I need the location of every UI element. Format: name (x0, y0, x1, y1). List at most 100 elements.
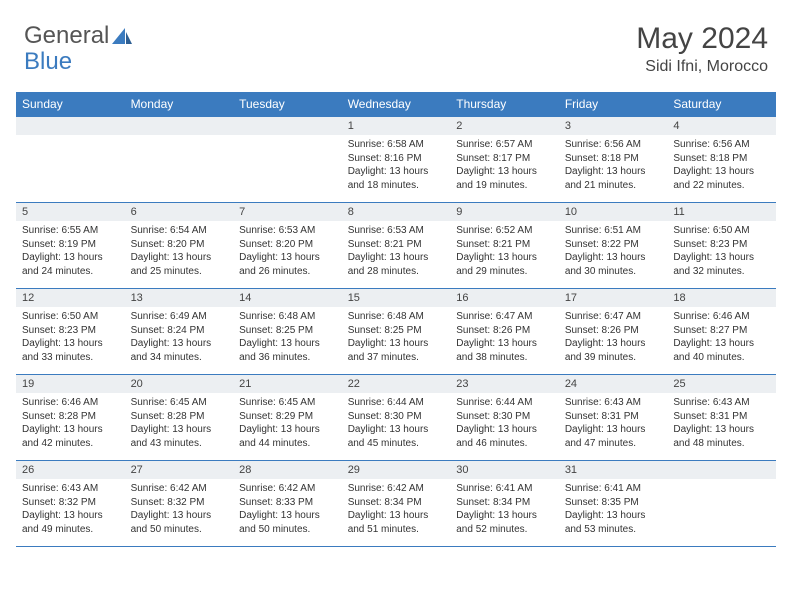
day-details: Sunrise: 6:52 AMSunset: 8:21 PMDaylight:… (450, 221, 559, 282)
header: General May 2024 Sidi Ifni, Morocco (0, 0, 792, 86)
day-details: Sunrise: 6:55 AMSunset: 8:19 PMDaylight:… (16, 221, 125, 282)
day-header: Monday (125, 92, 234, 117)
day-header: Wednesday (342, 92, 451, 117)
calendar-day-cell: 2Sunrise: 6:57 AMSunset: 8:17 PMDaylight… (450, 117, 559, 203)
calendar-day-cell (125, 117, 234, 203)
day-number: 6 (125, 203, 234, 221)
calendar-week-row: 5Sunrise: 6:55 AMSunset: 8:19 PMDaylight… (16, 203, 776, 289)
calendar-day-cell (667, 461, 776, 547)
day-details: Sunrise: 6:45 AMSunset: 8:28 PMDaylight:… (125, 393, 234, 454)
calendar-day-cell: 5Sunrise: 6:55 AMSunset: 8:19 PMDaylight… (16, 203, 125, 289)
day-details: Sunrise: 6:58 AMSunset: 8:16 PMDaylight:… (342, 135, 451, 196)
day-number: 18 (667, 289, 776, 307)
calendar-day-cell: 21Sunrise: 6:45 AMSunset: 8:29 PMDayligh… (233, 375, 342, 461)
day-header: Thursday (450, 92, 559, 117)
calendar-day-cell: 13Sunrise: 6:49 AMSunset: 8:24 PMDayligh… (125, 289, 234, 375)
calendar-day-cell: 22Sunrise: 6:44 AMSunset: 8:30 PMDayligh… (342, 375, 451, 461)
calendar-day-cell: 29Sunrise: 6:42 AMSunset: 8:34 PMDayligh… (342, 461, 451, 547)
logo-text-b: Blue (24, 48, 72, 76)
day-number: 25 (667, 375, 776, 393)
day-number (125, 117, 234, 135)
day-details: Sunrise: 6:41 AMSunset: 8:34 PMDaylight:… (450, 479, 559, 540)
calendar-day-cell: 24Sunrise: 6:43 AMSunset: 8:31 PMDayligh… (559, 375, 668, 461)
day-number: 30 (450, 461, 559, 479)
calendar-day-cell: 16Sunrise: 6:47 AMSunset: 8:26 PMDayligh… (450, 289, 559, 375)
calendar-day-cell: 11Sunrise: 6:50 AMSunset: 8:23 PMDayligh… (667, 203, 776, 289)
calendar-day-cell: 4Sunrise: 6:56 AMSunset: 8:18 PMDaylight… (667, 117, 776, 203)
day-details: Sunrise: 6:48 AMSunset: 8:25 PMDaylight:… (233, 307, 342, 368)
day-details: Sunrise: 6:43 AMSunset: 8:31 PMDaylight:… (559, 393, 668, 454)
day-details: Sunrise: 6:47 AMSunset: 8:26 PMDaylight:… (450, 307, 559, 368)
calendar-body: 1Sunrise: 6:58 AMSunset: 8:16 PMDaylight… (16, 117, 776, 547)
day-number: 24 (559, 375, 668, 393)
calendar-day-cell: 10Sunrise: 6:51 AMSunset: 8:22 PMDayligh… (559, 203, 668, 289)
day-details: Sunrise: 6:50 AMSunset: 8:23 PMDaylight:… (16, 307, 125, 368)
day-details: Sunrise: 6:46 AMSunset: 8:28 PMDaylight:… (16, 393, 125, 454)
calendar-day-cell: 26Sunrise: 6:43 AMSunset: 8:32 PMDayligh… (16, 461, 125, 547)
calendar-day-cell: 25Sunrise: 6:43 AMSunset: 8:31 PMDayligh… (667, 375, 776, 461)
calendar-week-row: 12Sunrise: 6:50 AMSunset: 8:23 PMDayligh… (16, 289, 776, 375)
day-number: 21 (233, 375, 342, 393)
calendar-day-cell: 6Sunrise: 6:54 AMSunset: 8:20 PMDaylight… (125, 203, 234, 289)
calendar-day-cell: 1Sunrise: 6:58 AMSunset: 8:16 PMDaylight… (342, 117, 451, 203)
calendar-day-cell: 9Sunrise: 6:52 AMSunset: 8:21 PMDaylight… (450, 203, 559, 289)
calendar-day-cell: 18Sunrise: 6:46 AMSunset: 8:27 PMDayligh… (667, 289, 776, 375)
day-number: 19 (16, 375, 125, 393)
calendar-day-cell (16, 117, 125, 203)
day-number: 10 (559, 203, 668, 221)
day-number: 4 (667, 117, 776, 135)
calendar-day-cell: 28Sunrise: 6:42 AMSunset: 8:33 PMDayligh… (233, 461, 342, 547)
day-number: 5 (16, 203, 125, 221)
calendar-day-cell: 27Sunrise: 6:42 AMSunset: 8:32 PMDayligh… (125, 461, 234, 547)
day-number: 20 (125, 375, 234, 393)
location-label: Sidi Ifni, Morocco (636, 58, 768, 76)
calendar-day-cell: 12Sunrise: 6:50 AMSunset: 8:23 PMDayligh… (16, 289, 125, 375)
day-number (233, 117, 342, 135)
day-number: 7 (233, 203, 342, 221)
day-number: 8 (342, 203, 451, 221)
calendar-day-cell: 20Sunrise: 6:45 AMSunset: 8:28 PMDayligh… (125, 375, 234, 461)
day-details: Sunrise: 6:46 AMSunset: 8:27 PMDaylight:… (667, 307, 776, 368)
calendar-day-cell: 30Sunrise: 6:41 AMSunset: 8:34 PMDayligh… (450, 461, 559, 547)
day-details: Sunrise: 6:56 AMSunset: 8:18 PMDaylight:… (559, 135, 668, 196)
day-details: Sunrise: 6:50 AMSunset: 8:23 PMDaylight:… (667, 221, 776, 282)
day-header: Tuesday (233, 92, 342, 117)
calendar-day-cell: 23Sunrise: 6:44 AMSunset: 8:30 PMDayligh… (450, 375, 559, 461)
day-number: 26 (16, 461, 125, 479)
day-number (667, 461, 776, 479)
day-header-row: SundayMondayTuesdayWednesdayThursdayFrid… (16, 92, 776, 117)
logo-text-a: General (24, 22, 109, 50)
day-number: 27 (125, 461, 234, 479)
day-details: Sunrise: 6:54 AMSunset: 8:20 PMDaylight:… (125, 221, 234, 282)
calendar-week-row: 1Sunrise: 6:58 AMSunset: 8:16 PMDaylight… (16, 117, 776, 203)
day-header: Friday (559, 92, 668, 117)
day-number: 15 (342, 289, 451, 307)
day-number (16, 117, 125, 135)
day-number: 13 (125, 289, 234, 307)
day-details: Sunrise: 6:44 AMSunset: 8:30 PMDaylight:… (450, 393, 559, 454)
day-number: 9 (450, 203, 559, 221)
day-number: 29 (342, 461, 451, 479)
day-details: Sunrise: 6:41 AMSunset: 8:35 PMDaylight:… (559, 479, 668, 540)
logo: General (24, 22, 133, 50)
day-number: 28 (233, 461, 342, 479)
day-details: Sunrise: 6:43 AMSunset: 8:31 PMDaylight:… (667, 393, 776, 454)
day-number: 14 (233, 289, 342, 307)
calendar-week-row: 26Sunrise: 6:43 AMSunset: 8:32 PMDayligh… (16, 461, 776, 547)
calendar-day-cell: 8Sunrise: 6:53 AMSunset: 8:21 PMDaylight… (342, 203, 451, 289)
calendar-day-cell: 17Sunrise: 6:47 AMSunset: 8:26 PMDayligh… (559, 289, 668, 375)
day-number: 2 (450, 117, 559, 135)
calendar-day-cell: 15Sunrise: 6:48 AMSunset: 8:25 PMDayligh… (342, 289, 451, 375)
day-details: Sunrise: 6:48 AMSunset: 8:25 PMDaylight:… (342, 307, 451, 368)
day-details: Sunrise: 6:47 AMSunset: 8:26 PMDaylight:… (559, 307, 668, 368)
day-number: 22 (342, 375, 451, 393)
day-details: Sunrise: 6:51 AMSunset: 8:22 PMDaylight:… (559, 221, 668, 282)
day-details: Sunrise: 6:45 AMSunset: 8:29 PMDaylight:… (233, 393, 342, 454)
day-details: Sunrise: 6:53 AMSunset: 8:21 PMDaylight:… (342, 221, 451, 282)
day-header: Saturday (667, 92, 776, 117)
calendar-week-row: 19Sunrise: 6:46 AMSunset: 8:28 PMDayligh… (16, 375, 776, 461)
day-details: Sunrise: 6:42 AMSunset: 8:32 PMDaylight:… (125, 479, 234, 540)
day-header: Sunday (16, 92, 125, 117)
day-details: Sunrise: 6:49 AMSunset: 8:24 PMDaylight:… (125, 307, 234, 368)
day-details: Sunrise: 6:56 AMSunset: 8:18 PMDaylight:… (667, 135, 776, 196)
